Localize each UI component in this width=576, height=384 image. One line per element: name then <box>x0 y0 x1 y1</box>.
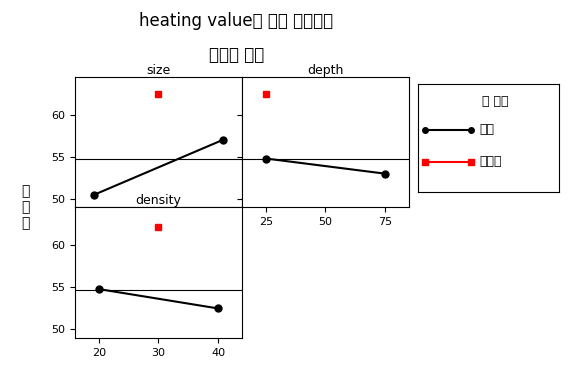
Text: 기
평
균: 기 평 균 <box>22 184 30 230</box>
Title: density: density <box>135 194 181 207</box>
Text: 가운데: 가운데 <box>480 156 502 169</box>
Title: depth: depth <box>307 64 344 77</box>
Text: 데이터 평균: 데이터 평균 <box>209 46 264 64</box>
Title: size: size <box>146 64 170 77</box>
Text: 점 유형: 점 유형 <box>482 95 509 108</box>
Text: heating value에 대한 주효과도: heating value에 대한 주효과도 <box>139 12 334 30</box>
Text: 구석: 구석 <box>480 123 495 136</box>
